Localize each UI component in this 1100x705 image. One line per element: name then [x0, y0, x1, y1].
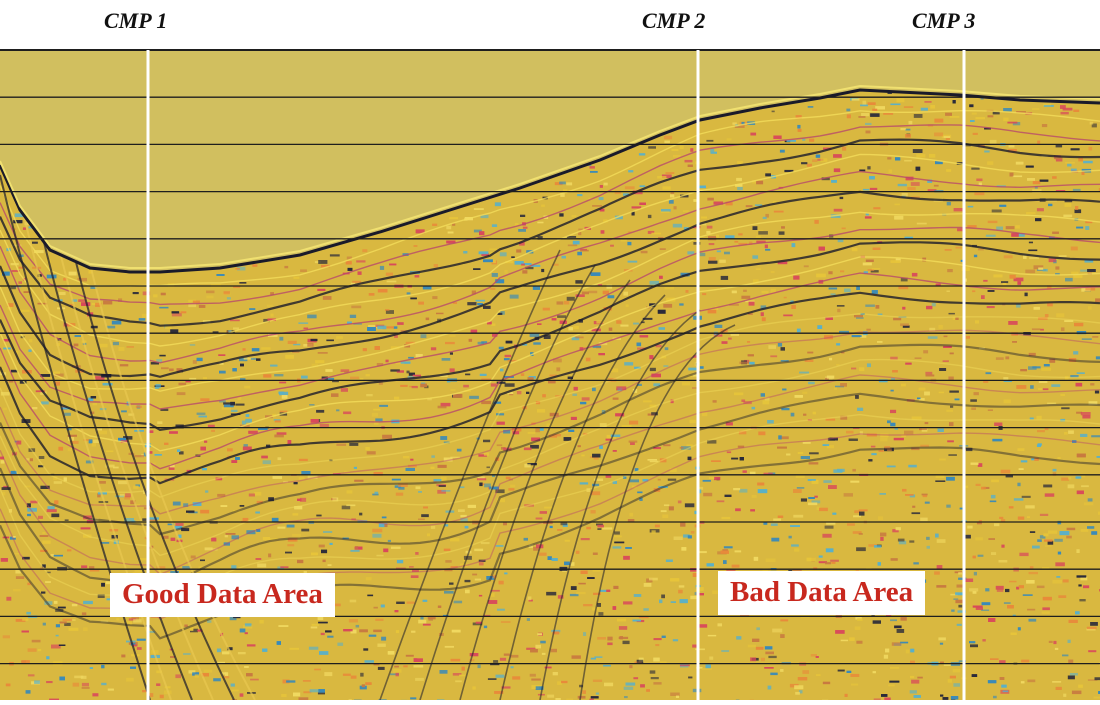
cmp-label-2: CMP 2 — [642, 8, 705, 34]
bad-data-area-label: Bad Data Area — [718, 571, 925, 615]
cmp-label-1: CMP 1 — [104, 8, 167, 34]
cmp-label-3: CMP 3 — [912, 8, 975, 34]
good-data-area-label: Good Data Area — [110, 573, 335, 617]
